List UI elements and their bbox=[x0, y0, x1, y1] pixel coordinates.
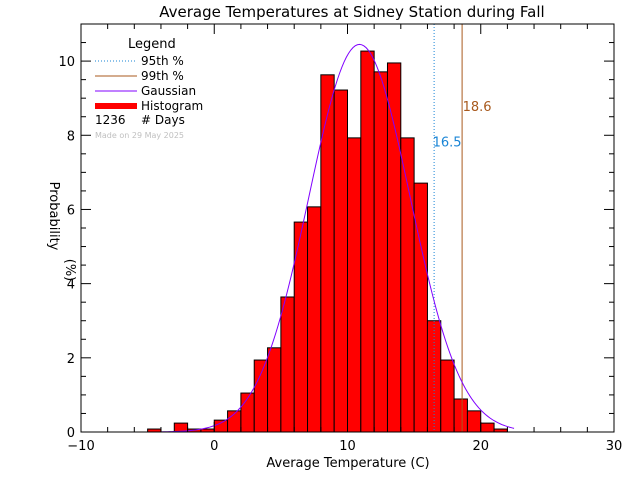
histogram-bar bbox=[253, 359, 269, 433]
histogram-bar bbox=[386, 62, 402, 433]
legend-label-95th: 95th % bbox=[141, 54, 184, 68]
histogram-bar bbox=[413, 182, 428, 433]
y-axis-label: Probability bbox=[46, 182, 61, 251]
legend-count-value: 1236 bbox=[95, 113, 126, 127]
histogram-bar bbox=[440, 359, 455, 433]
x-tick-label: 30 bbox=[606, 439, 623, 454]
gaussian-curve bbox=[160, 43, 515, 433]
x-tick-label: −10 bbox=[67, 439, 94, 454]
histogram-bar bbox=[480, 422, 495, 433]
percentile-lines: 16.5 18.6 bbox=[433, 24, 492, 432]
y-tick-label: 0 bbox=[67, 426, 75, 441]
x-tick-label: 20 bbox=[472, 439, 489, 454]
legend: Legend 95th % 99th % Gaussian Histogram … bbox=[95, 37, 203, 140]
histogram-bar bbox=[307, 206, 322, 433]
y-tick-label: 8 bbox=[67, 129, 75, 144]
histogram-bar bbox=[320, 74, 335, 433]
histogram-bar bbox=[213, 419, 229, 433]
y-tick-label: 4 bbox=[67, 278, 75, 293]
x-tick-label: 0 bbox=[210, 439, 218, 454]
percentile-99-label: 18.6 bbox=[463, 100, 492, 115]
y-tick-label: 6 bbox=[67, 203, 75, 218]
histogram-bar bbox=[360, 50, 375, 433]
legend-label-gaussian: Gaussian bbox=[141, 84, 196, 98]
y-axis-unit: (%) bbox=[62, 259, 77, 282]
made-on-note: Made on 29 May 2025 bbox=[95, 131, 184, 140]
percentile-95-label: 16.5 bbox=[433, 135, 462, 150]
x-tick-label: 10 bbox=[339, 439, 356, 454]
legend-count-label: # Days bbox=[141, 113, 185, 127]
histogram-bar bbox=[466, 410, 482, 433]
histogram-bar bbox=[426, 320, 442, 433]
x-axis-label: Average Temperature (C) bbox=[266, 456, 429, 471]
histogram-bar bbox=[280, 296, 295, 433]
legend-label-histogram: Histogram bbox=[141, 99, 203, 113]
histogram-bar bbox=[267, 347, 282, 433]
chart-title: Average Temperatures at Sidney Station d… bbox=[159, 3, 544, 21]
legend-label-99th: 99th % bbox=[141, 69, 184, 83]
y-tick-label: 2 bbox=[67, 352, 75, 367]
y-tick-label: 10 bbox=[58, 55, 75, 70]
legend-title: Legend bbox=[128, 37, 176, 52]
histogram-bar bbox=[400, 137, 415, 433]
histogram-bar bbox=[373, 71, 388, 433]
histogram-bar bbox=[333, 89, 348, 433]
histogram-bars bbox=[147, 50, 508, 433]
histogram-bar bbox=[347, 137, 362, 433]
histogram-bar bbox=[453, 398, 468, 433]
